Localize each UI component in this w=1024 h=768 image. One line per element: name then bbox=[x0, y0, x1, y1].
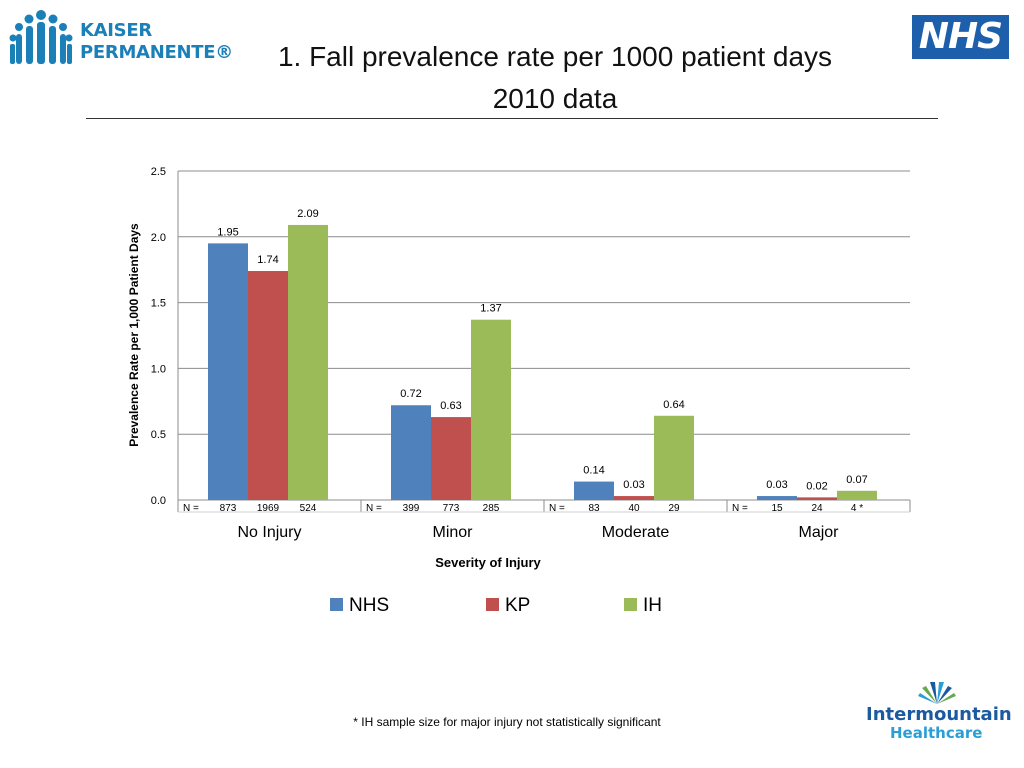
bar-ih bbox=[288, 224, 328, 500]
category-label: Major bbox=[798, 524, 839, 541]
y-tick-label: 2.0 bbox=[151, 232, 166, 244]
data-label: 0.14 bbox=[583, 465, 604, 477]
data-label: 1.74 bbox=[257, 254, 278, 266]
legend-swatch-kp bbox=[486, 598, 499, 611]
n-value: 29 bbox=[668, 503, 680, 514]
data-label: 1.95 bbox=[217, 226, 238, 238]
bar-chart: 0.0 0.5 1.0 1.5 2.0 2.5 Prevalence Rate per 1,… bbox=[127, 166, 911, 616]
bar-kp bbox=[248, 271, 288, 500]
legend-label-ih: IH bbox=[643, 595, 662, 616]
bar-nhs bbox=[208, 243, 248, 500]
ih-logo-line1: Intermountain bbox=[866, 704, 1012, 725]
data-label: 0.64 bbox=[663, 399, 684, 411]
intermountain-logo: Intermountain Healthcare bbox=[862, 678, 1012, 748]
n-value: 873 bbox=[220, 503, 237, 514]
category-label: Moderate bbox=[602, 524, 670, 541]
bar-kp bbox=[431, 417, 471, 500]
kaiser-permanente-logo: KAISER PERMANENTE® bbox=[8, 8, 233, 68]
n-value: 399 bbox=[403, 503, 420, 514]
bar-ih bbox=[654, 415, 694, 500]
data-label: 0.03 bbox=[766, 479, 787, 491]
kp-logo-line1: KAISER bbox=[80, 20, 152, 41]
n-value: 1969 bbox=[257, 503, 280, 514]
data-label: 0.63 bbox=[440, 400, 461, 412]
n-label: N = bbox=[183, 503, 199, 514]
n-value: 285 bbox=[483, 503, 500, 514]
y-tick-label: 0.5 bbox=[151, 429, 166, 441]
data-label: 0.72 bbox=[400, 388, 421, 400]
bar-nhs bbox=[391, 405, 431, 500]
n-value: 24 bbox=[811, 503, 823, 514]
n-value: 83 bbox=[588, 503, 600, 514]
legend-swatch-nhs bbox=[330, 598, 343, 611]
legend-label-nhs: NHS bbox=[349, 595, 389, 616]
bar-kp bbox=[614, 496, 654, 500]
category-label: No Injury bbox=[237, 524, 301, 541]
n-label: N = bbox=[366, 503, 382, 514]
kp-logo-line2: PERMANENTE® bbox=[80, 42, 233, 63]
data-label: 0.03 bbox=[623, 479, 644, 491]
y-tick-label: 0.0 bbox=[151, 495, 166, 507]
title-line-1: 1. Fall prevalence rate per 1000 patient… bbox=[277, 41, 833, 72]
nhs-logo: NHS bbox=[912, 15, 1009, 59]
n-value: 15 bbox=[771, 503, 783, 514]
category-label: Minor bbox=[432, 524, 473, 541]
footnote: * IH sample size for major injury not st… bbox=[353, 715, 661, 729]
bar-nhs bbox=[574, 481, 614, 500]
bar-ih bbox=[837, 490, 877, 500]
data-label: 0.07 bbox=[846, 474, 867, 486]
bar-kp bbox=[797, 497, 837, 500]
y-axis-label: Prevalence Rate per 1,000 Patient Days bbox=[127, 223, 141, 447]
n-value: 524 bbox=[300, 503, 317, 514]
n-label: N = bbox=[549, 503, 565, 514]
kp-people-icon bbox=[9, 10, 73, 64]
data-label: 2.09 bbox=[297, 208, 318, 220]
bar-ih bbox=[471, 319, 511, 500]
ih-logo-line2: Healthcare bbox=[890, 724, 983, 742]
n-value: 40 bbox=[628, 503, 640, 514]
y-tick-label: 1.5 bbox=[151, 298, 166, 310]
y-tick-label: 1.0 bbox=[151, 363, 166, 375]
title-divider bbox=[86, 118, 938, 119]
y-tick-label: 2.5 bbox=[151, 166, 166, 178]
legend-label-kp: KP bbox=[505, 595, 530, 616]
data-label: 0.02 bbox=[806, 480, 827, 492]
n-value: 4 * bbox=[851, 503, 863, 514]
ih-leaf-icon bbox=[918, 682, 956, 704]
legend-swatch-ih bbox=[624, 598, 637, 611]
title-line-2: 2010 data bbox=[492, 83, 618, 114]
n-label: N = bbox=[732, 503, 748, 514]
data-label: 1.37 bbox=[480, 303, 501, 315]
x-axis-label: Severity of Injury bbox=[435, 555, 541, 570]
bar-nhs bbox=[757, 496, 797, 500]
page-title: 1. Fall prevalence rate per 1000 patient… bbox=[200, 36, 910, 120]
n-value: 773 bbox=[443, 503, 460, 514]
